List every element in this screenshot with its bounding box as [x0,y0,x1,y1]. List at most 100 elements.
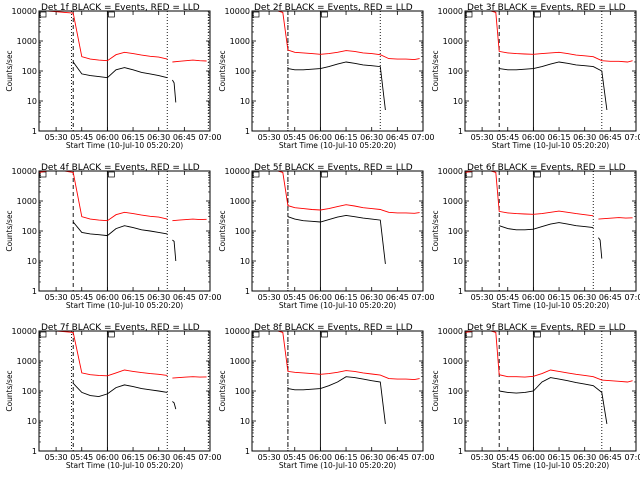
y-tick-label: 10 [27,257,37,266]
state-marker-box [252,331,260,338]
x-tick-label: 06:15 [548,453,571,462]
x-tick-label: 05:30 [45,293,68,302]
y-tick-label: 100 [235,67,250,76]
x-tick-label: 06:00 [96,293,119,302]
lld-series-line [172,376,207,379]
x-tick-label: 05:45 [70,133,93,142]
events-series-line [287,61,386,111]
x-tick-label: 06:15 [548,133,571,142]
x-tick-label: 06:30 [360,293,383,302]
events-series-line [499,222,594,231]
x-tick-label: 05:30 [471,453,494,462]
y-axis-label: Counts/sec [431,50,440,91]
x-tick-label: 06:30 [147,293,170,302]
events-series-line [172,239,177,262]
plot-frame [464,330,637,452]
x-tick-label: 05:30 [258,133,281,142]
state-marker-box [534,171,541,178]
plot-frame [38,10,211,132]
chart-panel-9: Det 9f BLACK = Events, RED = LLD 1 10 100 10… [431,323,640,470]
lld-series-line [252,10,420,61]
events-series-line [72,61,168,79]
y-tick-label: 10 [240,97,250,106]
x-tick-label: 06:00 [96,133,119,142]
x-tick-label: 06:30 [573,133,596,142]
lld-series-line [252,170,420,214]
x-tick-label: 06:15 [122,453,145,462]
x-tick-label: 07:00 [411,453,434,462]
x-tick-label: 06:00 [522,453,545,462]
x-axis-label: Start Time (10-Jul-10 05:20:20) [66,301,183,310]
x-tick-label: 06:00 [522,293,545,302]
y-tick-label: 100 [22,387,37,396]
x-tick-label: 06:45 [173,133,196,142]
state-marker-box [39,11,47,18]
x-tick-label: 05:45 [496,133,519,142]
state-marker-box [252,11,260,18]
lld-series-line [598,217,633,220]
x-tick-label: 07:00 [411,293,434,302]
y-tick-label: 1000 [17,37,37,46]
x-tick-label: 06:15 [335,453,358,462]
y-tick-label: 10000 [225,7,250,16]
state-marker-box [39,331,47,338]
state-marker-box [321,331,328,338]
events-series-line [72,221,168,237]
x-tick-label: 06:45 [599,453,622,462]
y-tick-label: 1 [458,127,463,136]
plot-frame [38,170,211,292]
x-tick-label: 05:45 [70,293,93,302]
x-tick-label: 06:45 [386,293,409,302]
x-tick-label: 05:30 [45,453,68,462]
x-tick-label: 06:30 [360,453,383,462]
chart-title: Det 1f BLACK = Events, RED = LLD [41,3,200,13]
x-tick-label: 06:30 [573,293,596,302]
lld-series-line [464,170,594,217]
x-axis-label: Start Time (10-Jul-10 05:20:20) [66,461,183,470]
y-tick-label: 10 [240,417,250,426]
state-marker-box [108,171,115,178]
x-tick-label: 07:00 [198,133,221,142]
y-tick-label: 1000 [443,37,463,46]
y-tick-label: 1000 [17,357,37,366]
x-axis-label: Start Time (10-Jul-10 05:20:20) [492,301,609,310]
events-series-line [172,79,177,103]
y-axis-label: Counts/sec [431,210,440,251]
plot-frame [251,330,424,452]
y-tick-label: 10000 [225,167,250,176]
y-tick-label: 100 [448,387,463,396]
x-axis-label: Start Time (10-Jul-10 05:20:20) [66,141,183,150]
lld-series-line [38,170,168,222]
x-tick-label: 06:15 [548,293,571,302]
events-series-line [499,61,608,111]
y-axis-label: Counts/sec [5,370,14,411]
lld-series-line [172,218,207,222]
x-tick-label: 06:45 [173,453,196,462]
x-tick-label: 05:30 [45,133,68,142]
chart-panel-3: Det 3f BLACK = Events, RED = LLD 1 10 100 10… [431,3,640,150]
lld-series-line [39,10,168,62]
x-tick-label: 05:45 [496,453,519,462]
chart-panel-1: Det 1f BLACK = Events, RED = LLD 1 10 100 10… [5,3,222,150]
y-tick-label: 100 [235,227,250,236]
state-marker-box [321,171,328,178]
y-axis-label: Counts/sec [218,210,227,251]
y-axis-label: Counts/sec [218,50,227,91]
y-tick-label: 1 [32,287,37,296]
chart-title: Det 6f BLACK = Events, RED = LLD [467,163,626,173]
chart-panel-2: Det 2f BLACK = Events, RED = LLD 1 10 100 10… [218,3,435,150]
x-tick-label: 07:00 [411,133,434,142]
x-tick-label: 05:45 [283,453,306,462]
chart-panel-8: Det 8f BLACK = Events, RED = LLD 1 10 100 10… [218,323,435,470]
x-tick-label: 05:45 [283,133,306,142]
x-tick-label: 05:30 [471,133,494,142]
y-tick-label: 10000 [225,327,250,336]
x-axis-label: Start Time (10-Jul-10 05:20:20) [279,301,396,310]
y-tick-label: 1 [458,447,463,456]
x-tick-label: 07:00 [624,133,640,142]
y-tick-label: 100 [448,227,463,236]
y-tick-label: 10 [240,257,250,266]
x-tick-label: 06:30 [573,453,596,462]
x-tick-label: 07:00 [198,293,221,302]
